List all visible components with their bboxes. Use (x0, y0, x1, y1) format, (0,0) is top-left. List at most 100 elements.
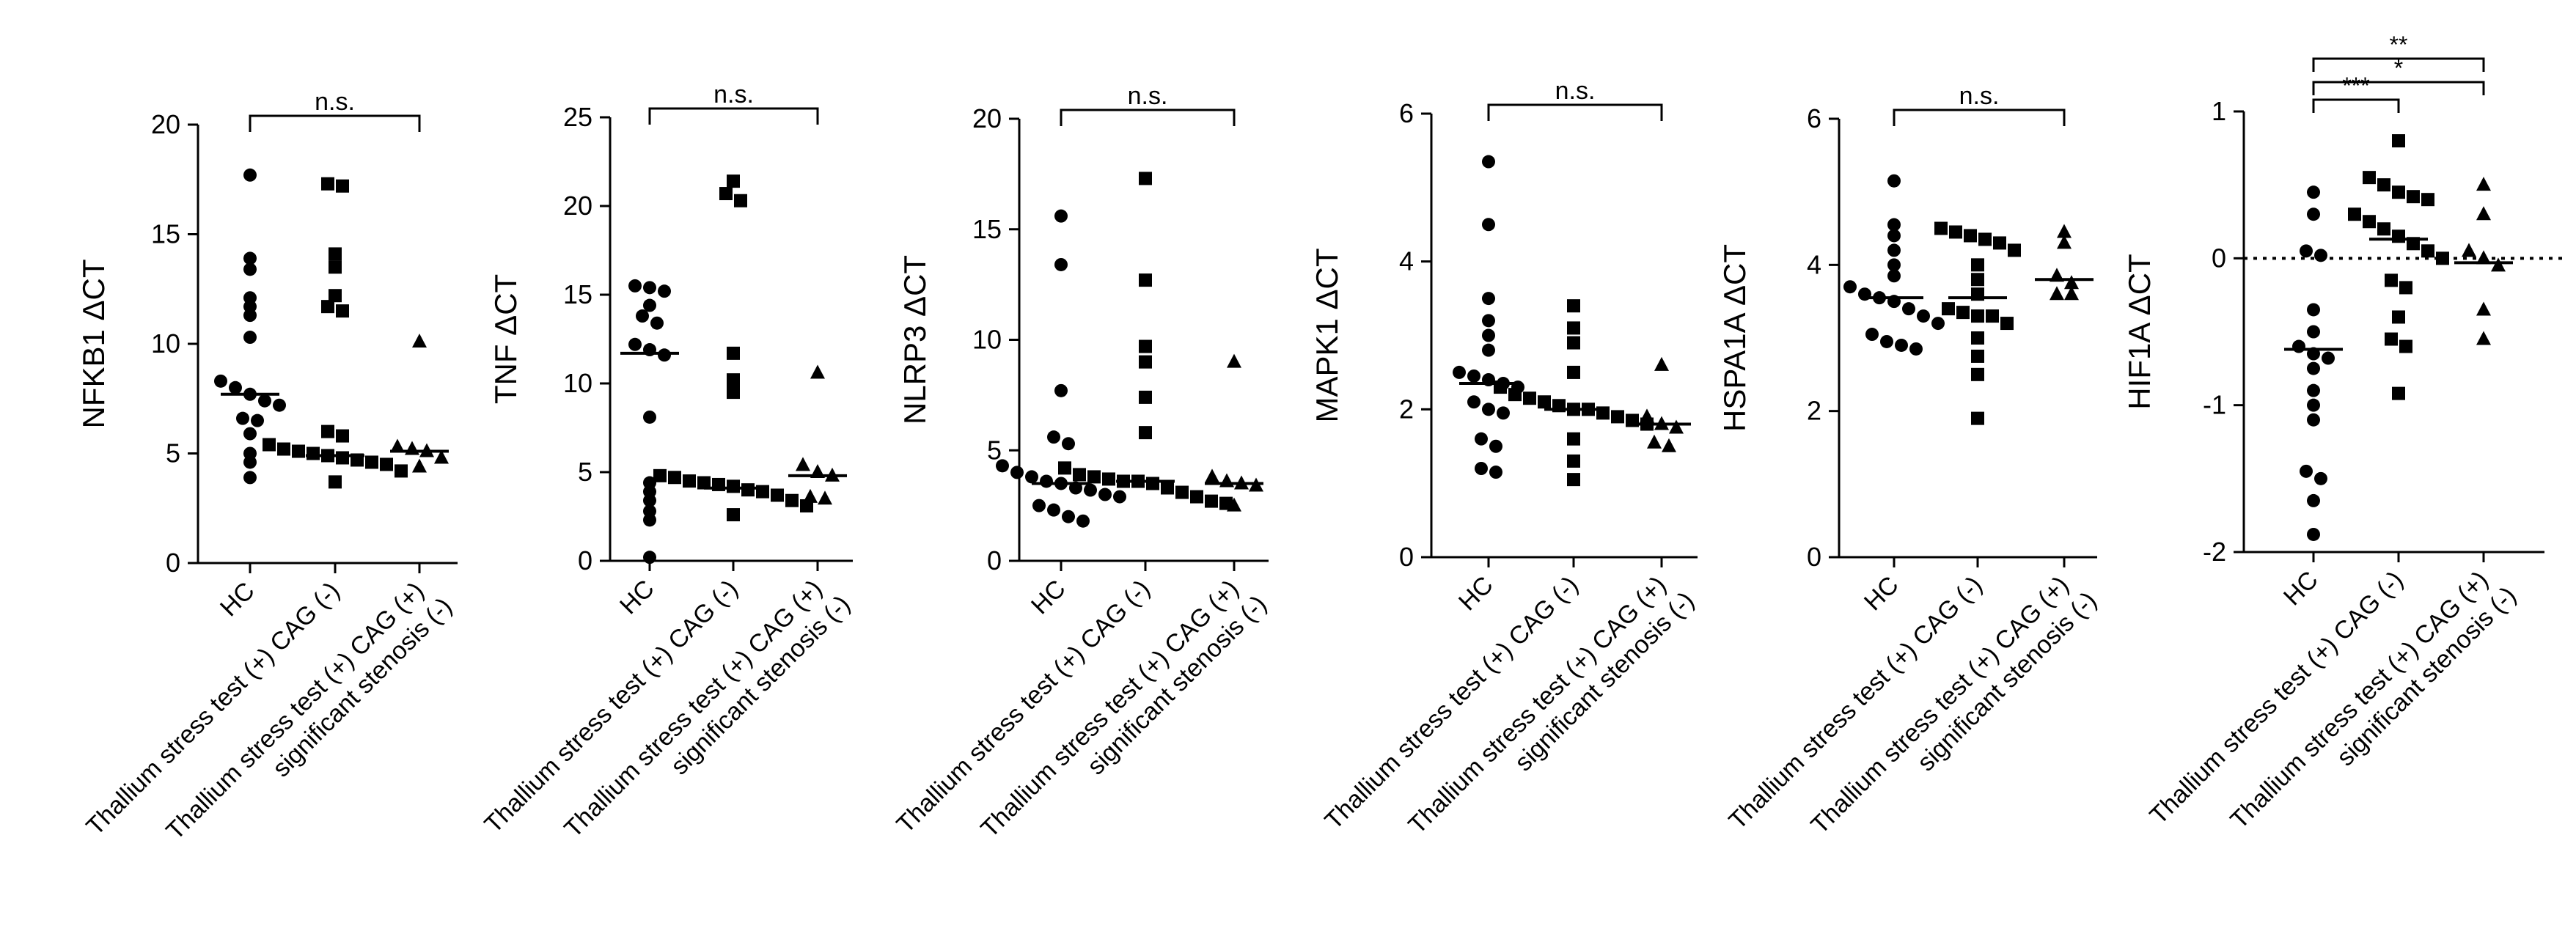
x-category-label-line: HC (614, 575, 660, 620)
y-tick-label: 0 (987, 545, 1002, 576)
y-axis-title: HIF1A ΔCT (2122, 254, 2157, 409)
data-point-circle (996, 459, 1009, 473)
data-point-square (365, 455, 378, 469)
data-point-square (1567, 473, 1580, 487)
y-axis-title: HSPA1A ΔCT (1717, 244, 1752, 432)
y-tick-label: 25 (563, 102, 592, 132)
data-point-circle (1054, 257, 1068, 271)
data-point-square (1567, 321, 1580, 335)
data-point-triangle (1219, 473, 1234, 488)
y-tick-label: 2 (1807, 396, 1821, 426)
data-point-square (727, 346, 740, 360)
y-tick-label: 2 (1399, 394, 1414, 424)
data-point-square (2436, 251, 2449, 265)
x-category-label: HC (215, 577, 260, 622)
data-point-circle (2307, 383, 2320, 397)
data-point-square (336, 429, 349, 443)
data-point-triangle (2476, 177, 2491, 191)
data-point-circle (1931, 317, 1945, 331)
data-point-circle (1909, 342, 1923, 356)
data-point-square (2421, 244, 2434, 258)
data-point-triangle (412, 458, 427, 473)
data-point-circle (643, 493, 656, 507)
significance-label: n.s. (315, 88, 355, 116)
data-point-circle (658, 284, 671, 298)
data-point-triangle (2476, 301, 2491, 316)
data-point-triangle (2057, 235, 2072, 249)
data-point-triangle (1227, 497, 1241, 512)
data-point-square (2000, 317, 2014, 331)
data-point-circle (243, 331, 257, 345)
data-point-circle (236, 411, 249, 425)
data-point-square (1971, 273, 1984, 287)
data-point-triangle (796, 457, 810, 471)
data-point-square (741, 483, 755, 497)
data-point-square (1567, 454, 1580, 468)
data-point-circle (1902, 302, 1915, 316)
data-point-square (1139, 426, 1152, 440)
data-point-square (1538, 395, 1551, 409)
data-point-square (683, 474, 696, 488)
data-point-square (1971, 349, 1984, 363)
significance-label: n.s. (1128, 82, 1168, 110)
y-axis-title: NFKB1 ΔCT (76, 259, 111, 428)
y-tick-label: 5 (166, 438, 180, 468)
data-point-square (277, 442, 290, 456)
significance-bracket (648, 107, 819, 125)
data-point-square (727, 174, 740, 188)
data-point-circle (1054, 209, 1068, 223)
significance-label: *** (2342, 73, 2369, 99)
data-point-square (1523, 391, 1536, 405)
data-point-square (1971, 309, 1984, 323)
data-point-circle (1887, 174, 1901, 188)
data-point-square (727, 373, 740, 387)
data-point-square (2392, 134, 2405, 148)
data-point-square (307, 446, 320, 460)
data-point-circle (1482, 402, 1495, 416)
data-point-circle (258, 394, 271, 408)
data-point-circle (636, 309, 649, 323)
data-point-square (2407, 190, 2420, 204)
data-point-triangle (803, 488, 818, 503)
data-point-circle (1467, 369, 1480, 383)
y-axis-title: NLRP3 ΔCT (898, 255, 932, 424)
data-point-circle (1880, 334, 1893, 348)
x-category-label: HC (1859, 571, 1904, 617)
y-tick-label: 5 (578, 457, 592, 487)
data-point-triangle (405, 441, 419, 455)
y-tick-label: 10 (972, 325, 1002, 355)
data-point-square (1986, 309, 1999, 323)
data-point-triangle (1654, 356, 1669, 371)
y-tick-label: 4 (1399, 246, 1414, 276)
data-point-triangle (1647, 434, 1662, 449)
data-point-square (329, 247, 342, 261)
data-point-triangle (390, 438, 405, 453)
data-point-circle (2307, 207, 2320, 221)
data-point-circle (1062, 510, 1075, 523)
data-point-circle (273, 398, 286, 412)
data-point-circle (628, 279, 642, 293)
data-point-circle (2307, 303, 2320, 317)
data-point-circle (2307, 185, 2320, 199)
data-point-square (1956, 306, 1970, 320)
data-point-circle (2314, 471, 2327, 485)
data-point-square (395, 464, 408, 478)
x-category-label-line: HC (215, 577, 260, 622)
data-point-square (668, 471, 681, 485)
data-point-circle (2322, 351, 2335, 365)
data-point-square (1993, 236, 2006, 250)
data-point-triangle (2064, 275, 2079, 290)
data-point-circle (2292, 339, 2305, 353)
y-tick-label: 15 (563, 279, 592, 309)
data-point-square (734, 194, 747, 207)
data-point-square (321, 177, 334, 191)
data-point-square (1139, 339, 1152, 353)
data-point-circle (2307, 413, 2320, 427)
x-category-label: HC (614, 575, 660, 620)
data-point-square (1190, 490, 1203, 504)
x-category-label-line: HC (2278, 566, 2324, 611)
data-point-circle (1032, 499, 1046, 512)
significance-label: n.s. (713, 81, 754, 109)
data-point-circle (1887, 269, 1901, 283)
